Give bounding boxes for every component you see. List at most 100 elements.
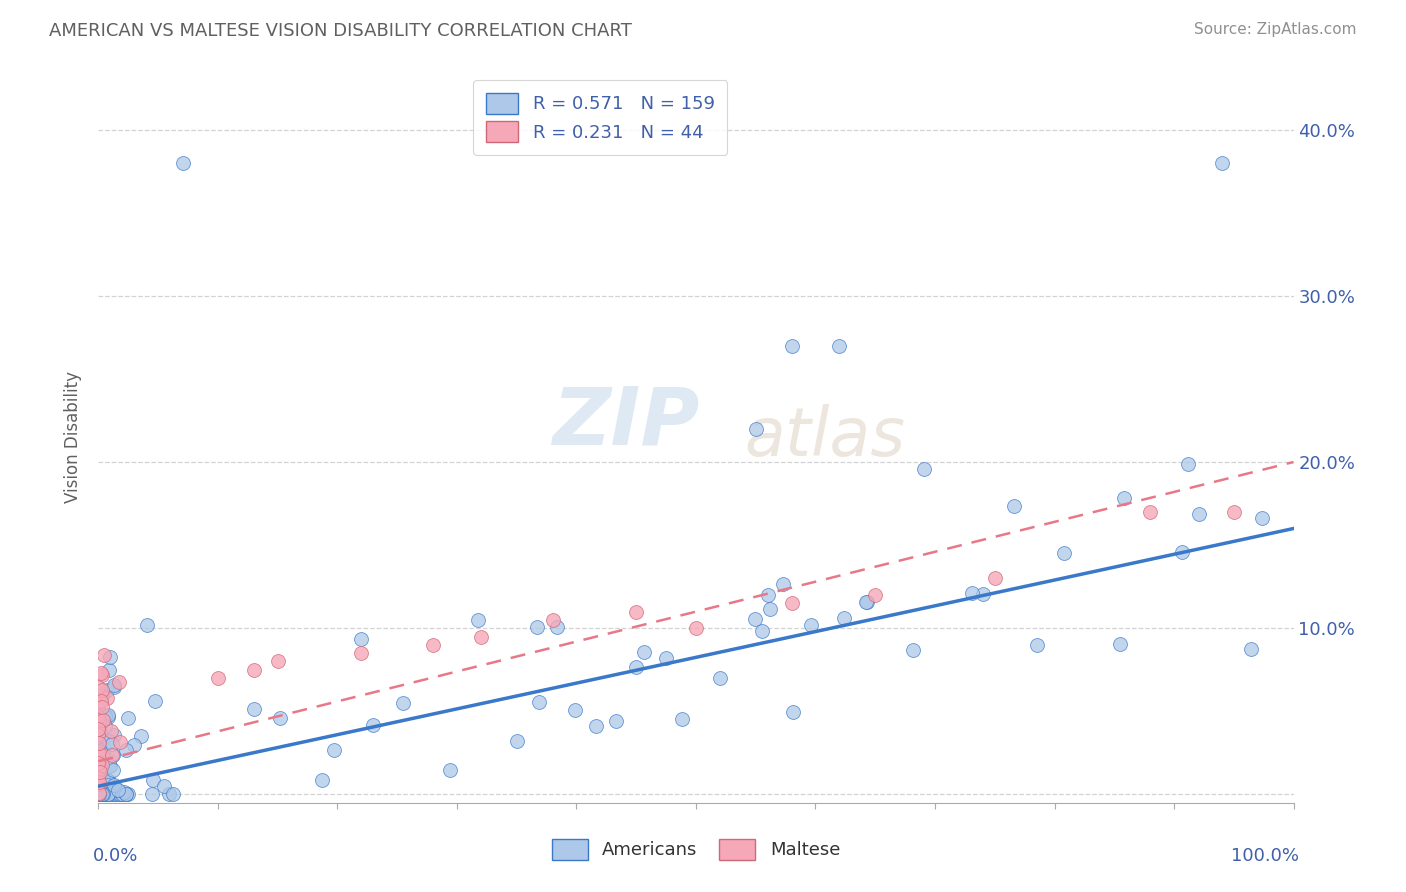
Point (105, 783, 128, 797)
Point (87, 788, 110, 802)
Point (87, 681, 110, 695)
Point (91, 757, 114, 772)
Point (101, 748, 124, 763)
Point (207, 671, 229, 685)
Point (800, 617, 823, 632)
Point (1139, 505, 1161, 519)
Point (103, 788, 125, 802)
Point (1211, 155, 1233, 169)
Point (87, 788, 110, 802)
Point (97, 784, 120, 798)
Point (960, 586, 983, 600)
Point (311, 773, 333, 788)
Point (780, 596, 803, 610)
Point (780, 338, 803, 352)
Point (162, 788, 184, 802)
Point (87, 756, 110, 770)
Point (89, 764, 111, 778)
Point (97, 788, 120, 802)
Point (87, 787, 110, 801)
Point (1223, 505, 1246, 519)
Point (131, 729, 153, 743)
Point (93, 741, 115, 756)
Point (685, 621, 707, 635)
Point (94, 788, 117, 802)
Point (96, 683, 118, 698)
Point (94, 773, 117, 788)
Point (89, 788, 111, 802)
Point (91, 713, 114, 727)
Point (87, 728, 110, 742)
Point (103, 678, 125, 692)
Point (94, 718, 117, 732)
Point (87, 788, 110, 802)
Point (87, 684, 110, 698)
Point (90, 748, 112, 763)
Point (122, 739, 145, 753)
Point (107, 788, 129, 802)
Point (115, 742, 138, 756)
Point (349, 632, 371, 646)
Text: AMERICAN VS MALTESE VISION DISABILITY CORRELATION CHART: AMERICAN VS MALTESE VISION DISABILITY CO… (49, 22, 633, 40)
Point (96, 788, 118, 802)
Point (91, 788, 114, 802)
Point (269, 711, 291, 725)
Point (87, 710, 110, 724)
Point (98, 759, 121, 773)
Point (90, 694, 112, 708)
Point (97, 708, 120, 723)
Point (350, 646, 373, 660)
Point (94, 788, 117, 802)
Text: 100.0%: 100.0% (1232, 847, 1299, 864)
Point (87, 783, 110, 797)
Point (709, 671, 731, 685)
Point (115, 788, 138, 802)
Point (422, 638, 444, 652)
Point (832, 611, 855, 625)
Point (114, 785, 136, 799)
Point (90, 690, 112, 704)
Point (157, 788, 180, 802)
Point (97, 775, 120, 789)
Point (1240, 642, 1263, 657)
Point (91, 699, 114, 714)
Point (856, 594, 879, 608)
Point (828, 338, 851, 352)
Y-axis label: Vision Disability: Vision Disability (65, 371, 83, 503)
Point (142, 772, 165, 787)
Point (94, 788, 117, 802)
Point (87, 788, 110, 802)
Point (546, 619, 568, 633)
Point (1171, 545, 1194, 559)
Point (467, 613, 489, 627)
Point (90, 788, 112, 802)
Point (93, 788, 115, 802)
Point (1188, 507, 1211, 521)
Point (89, 759, 111, 773)
Point (153, 779, 176, 793)
Point (87, 788, 110, 802)
Point (633, 645, 655, 659)
Point (87, 747, 110, 761)
Point (756, 588, 779, 602)
Point (110, 788, 132, 802)
Point (107, 783, 129, 797)
Point (93, 788, 115, 802)
Point (117, 711, 139, 725)
Text: Source: ZipAtlas.com: Source: ZipAtlas.com (1194, 22, 1357, 37)
Point (585, 719, 607, 733)
Point (98, 774, 121, 789)
Point (243, 663, 266, 677)
Point (90, 788, 112, 802)
Point (103, 778, 125, 792)
Point (624, 660, 647, 674)
Point (90, 665, 112, 680)
Point (145, 694, 167, 708)
Point (87, 788, 110, 802)
Text: 0.0%: 0.0% (93, 847, 138, 864)
Point (89, 788, 111, 802)
Point (439, 763, 461, 777)
Point (744, 612, 766, 626)
Point (96, 691, 118, 706)
Point (91, 708, 114, 723)
